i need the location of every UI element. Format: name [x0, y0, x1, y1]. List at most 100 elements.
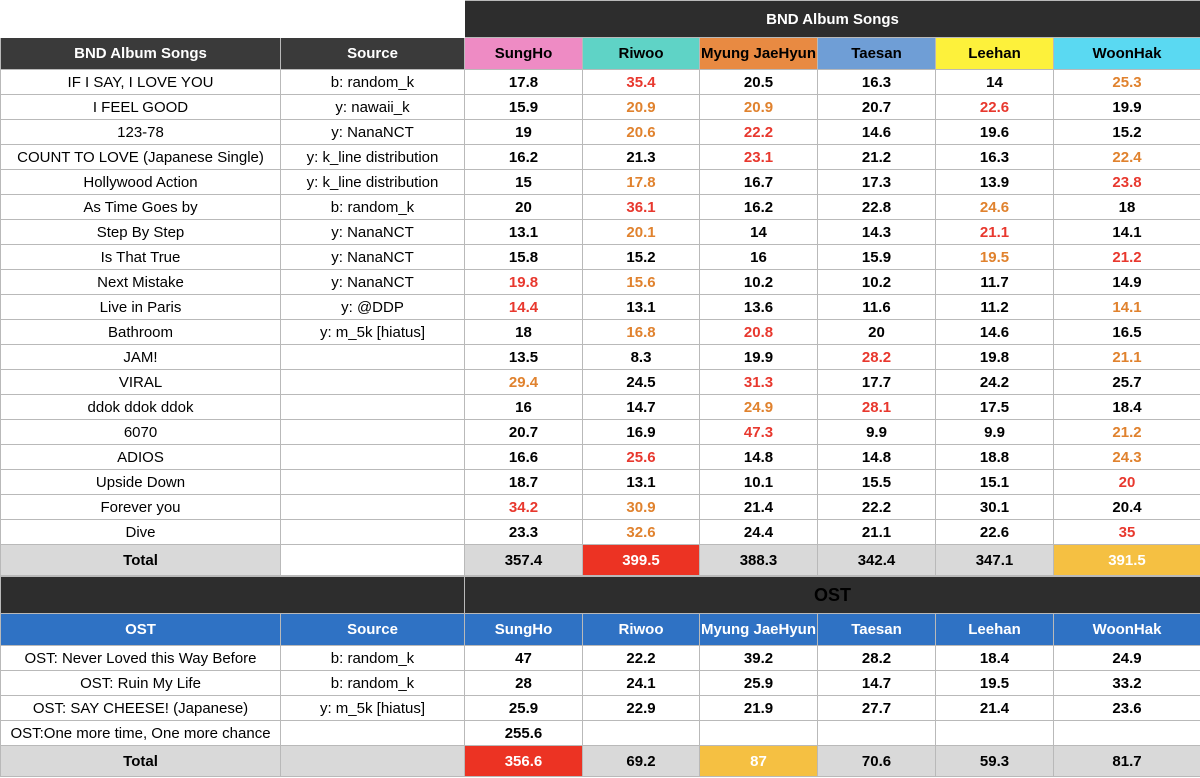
blank-cell[interactable]	[0, 0, 465, 38]
total-value-cell[interactable]: 391.5	[1053, 544, 1200, 576]
total-value-cell[interactable]: 69.2	[582, 745, 700, 777]
value-cell[interactable]: 17.8	[582, 169, 700, 195]
value-cell[interactable]: 15.2	[1053, 119, 1200, 145]
value-cell[interactable]: 20.9	[582, 94, 700, 120]
value-cell[interactable]: 13.9	[935, 169, 1054, 195]
value-cell[interactable]: 22.6	[935, 94, 1054, 120]
value-cell[interactable]: 14.1	[1053, 219, 1200, 245]
song-name-cell[interactable]: ddok ddok ddok	[0, 394, 281, 420]
value-cell[interactable]: 20.5	[699, 69, 818, 95]
value-cell[interactable]: 27.7	[817, 695, 936, 721]
value-cell[interactable]: 15.8	[464, 244, 583, 270]
value-cell[interactable]: 13.6	[699, 294, 818, 320]
value-cell[interactable]: 31.3	[699, 369, 818, 395]
song-name-cell[interactable]: Is That True	[0, 244, 281, 270]
value-cell[interactable]: 18.7	[464, 469, 583, 495]
song-name-cell[interactable]: ADIOS	[0, 444, 281, 470]
value-cell[interactable]: 18	[464, 319, 583, 345]
source-cell[interactable]	[280, 444, 465, 470]
value-cell[interactable]: 14.8	[817, 444, 936, 470]
value-cell[interactable]: 15.1	[935, 469, 1054, 495]
value-cell[interactable]: 16.9	[582, 419, 700, 445]
value-cell[interactable]: 11.6	[817, 294, 936, 320]
value-cell[interactable]: 13.1	[464, 219, 583, 245]
source-cell[interactable]	[280, 519, 465, 545]
value-cell[interactable]: 15.9	[817, 244, 936, 270]
value-cell[interactable]: 16.8	[582, 319, 700, 345]
song-name-cell[interactable]: I FEEL GOOD	[0, 94, 281, 120]
source-cell[interactable]: y: NanaNCT	[280, 119, 465, 145]
song-name-cell[interactable]: OST: Ruin My Life	[0, 670, 281, 696]
total-value-cell[interactable]: 342.4	[817, 544, 936, 576]
value-cell[interactable]: 16.3	[935, 144, 1054, 170]
value-cell[interactable]: 28.1	[817, 394, 936, 420]
value-cell[interactable]: 24.1	[582, 670, 700, 696]
value-cell[interactable]: 22.4	[1053, 144, 1200, 170]
blank-cell[interactable]	[280, 544, 465, 576]
song-name-cell[interactable]: Step By Step	[0, 219, 281, 245]
value-cell[interactable]: 19.8	[935, 344, 1054, 370]
value-cell[interactable]: 47.3	[699, 419, 818, 445]
value-cell[interactable]: 14.7	[817, 670, 936, 696]
value-cell[interactable]: 14.3	[817, 219, 936, 245]
value-cell[interactable]: 21.3	[582, 144, 700, 170]
total-value-cell[interactable]: 399.5	[582, 544, 700, 576]
value-cell[interactable]: 21.9	[699, 695, 818, 721]
value-cell[interactable]: 20	[464, 194, 583, 220]
source-cell[interactable]: y: m_5k [hiatus]	[280, 319, 465, 345]
song-name-cell[interactable]: OST: Never Loved this Way Before	[0, 645, 281, 671]
value-cell[interactable]: 20.4	[1053, 494, 1200, 520]
song-name-cell[interactable]: Upside Down	[0, 469, 281, 495]
value-cell[interactable]: 33.2	[1052, 670, 1200, 696]
value-cell[interactable]: 11.2	[935, 294, 1054, 320]
value-cell[interactable]: 18.4	[935, 645, 1054, 671]
value-cell[interactable]: 10.2	[699, 269, 818, 295]
source-cell[interactable]: b: random_k	[280, 194, 465, 220]
source-cell[interactable]: y: nawaii_k	[280, 94, 465, 120]
value-cell[interactable]: 25.9	[699, 670, 818, 696]
song-name-cell[interactable]: VIRAL	[0, 369, 281, 395]
value-cell[interactable]: 16.6	[464, 444, 583, 470]
value-cell[interactable]: 18.4	[1053, 394, 1200, 420]
value-cell[interactable]	[1052, 720, 1200, 746]
value-cell[interactable]: 16.2	[464, 144, 583, 170]
value-cell[interactable]: 255.6	[464, 720, 583, 746]
value-cell[interactable]: 14.7	[582, 394, 700, 420]
value-cell[interactable]: 23.3	[464, 519, 583, 545]
value-cell[interactable]: 20.9	[699, 94, 818, 120]
value-cell[interactable]: 20.7	[464, 419, 583, 445]
song-name-cell[interactable]: 6070	[0, 419, 281, 445]
value-cell[interactable]: 22.2	[582, 645, 700, 671]
source-cell[interactable]: b: random_k	[280, 670, 465, 696]
value-cell[interactable]: 28.2	[817, 645, 936, 671]
value-cell[interactable]: 25.7	[1053, 369, 1200, 395]
blank-cell[interactable]	[280, 745, 465, 777]
value-cell[interactable]: 20.8	[699, 319, 818, 345]
value-cell[interactable]: 17.5	[935, 394, 1054, 420]
total-value-cell[interactable]: 81.7	[1052, 745, 1200, 777]
value-cell[interactable]: 25.9	[464, 695, 583, 721]
value-cell[interactable]: 16	[464, 394, 583, 420]
value-cell[interactable]: 16.5	[1053, 319, 1200, 345]
value-cell[interactable]: 21.4	[935, 695, 1054, 721]
value-cell[interactable]: 22.9	[582, 695, 700, 721]
value-cell[interactable]: 34.2	[464, 494, 583, 520]
song-name-cell[interactable]: Bathroom	[0, 319, 281, 345]
value-cell[interactable]: 47	[464, 645, 583, 671]
value-cell[interactable]: 16	[699, 244, 818, 270]
value-cell[interactable]: 14.4	[464, 294, 583, 320]
value-cell[interactable]: 24.6	[935, 194, 1054, 220]
value-cell[interactable]: 21.4	[699, 494, 818, 520]
value-cell[interactable]: 15.6	[582, 269, 700, 295]
song-name-cell[interactable]: Live in Paris	[0, 294, 281, 320]
value-cell[interactable]: 36.1	[582, 194, 700, 220]
song-name-cell[interactable]: IF I SAY, I LOVE YOU	[0, 69, 281, 95]
value-cell[interactable]: 21.1	[817, 519, 936, 545]
value-cell[interactable]: 32.6	[582, 519, 700, 545]
value-cell[interactable]: 14.9	[1053, 269, 1200, 295]
value-cell[interactable]: 30.1	[935, 494, 1054, 520]
value-cell[interactable]: 21.2	[1053, 419, 1200, 445]
value-cell[interactable]: 19.8	[464, 269, 583, 295]
value-cell[interactable]: 19.6	[935, 119, 1054, 145]
value-cell[interactable]: 13.1	[582, 469, 700, 495]
